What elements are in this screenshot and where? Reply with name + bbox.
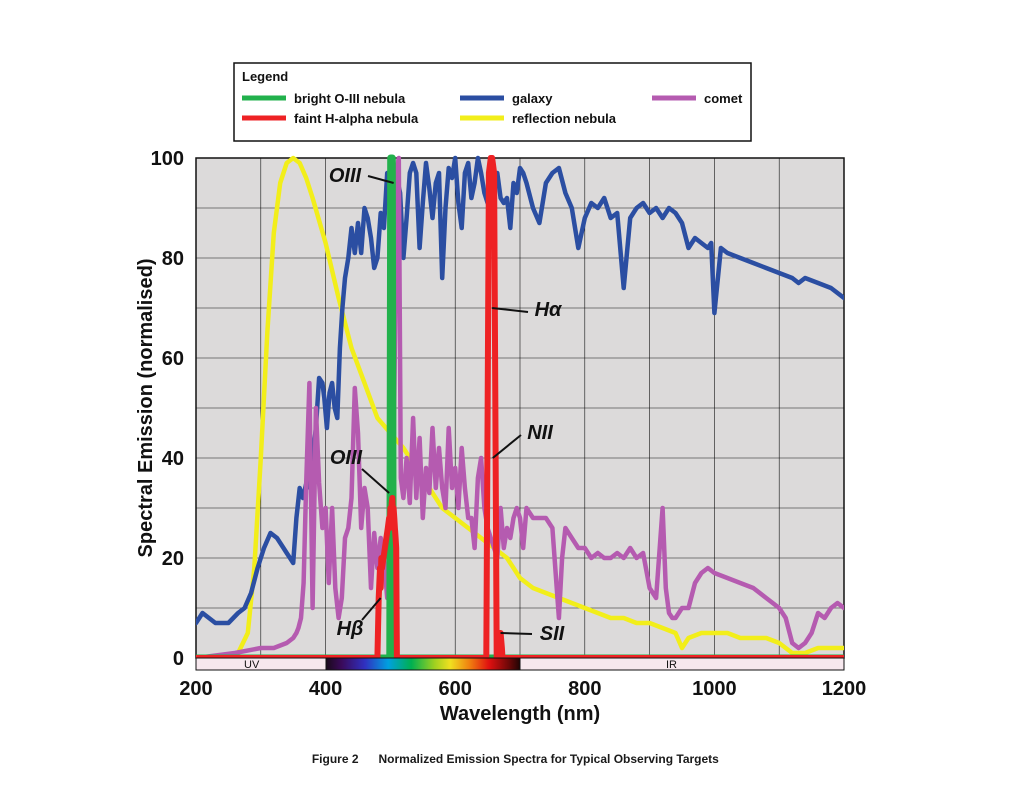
wavelength-band-strip: UV IR xyxy=(195,657,845,671)
annotation-leader xyxy=(361,468,390,494)
legend-entry-label: bright O-III nebula xyxy=(294,91,406,106)
series-line-galaxy xyxy=(196,155,844,626)
ir-band xyxy=(519,657,845,671)
x-tick-label: 600 xyxy=(439,678,472,700)
x-axis-label: Wavelength (nm) xyxy=(440,703,600,725)
emission-spectra-chart: Legend bright O-III nebula galaxy comet fai… xyxy=(135,62,867,725)
annotation-leader xyxy=(367,175,394,184)
y-tick-label: 0 xyxy=(173,648,184,670)
annotation-leader xyxy=(492,434,522,459)
series-line-comet xyxy=(196,155,844,661)
legend-entry-label: galaxy xyxy=(512,91,553,106)
axis-ticks: 200 400 600 800 1000 1200 0 20 40 60 80 100 xyxy=(151,148,867,700)
visible-spectrum-band xyxy=(325,657,521,671)
legend-entry-label: reflection nebula xyxy=(512,111,617,126)
figure-caption-text: Normalized Emission Spectra for Typical … xyxy=(378,752,719,766)
y-axis-label: Spectral Emission (normalised) xyxy=(135,259,157,558)
uv-band-label: UV xyxy=(244,659,260,671)
legend-entry-label: faint H-alpha nebula xyxy=(294,111,419,126)
annotation-label: OIII xyxy=(330,447,363,469)
x-tick-label: 400 xyxy=(309,678,342,700)
legend-entry-label: comet xyxy=(704,91,743,106)
figure-number: Figure 2 xyxy=(311,752,359,766)
annotation-label: Hβ xyxy=(337,618,364,640)
y-tick-label: 100 xyxy=(151,148,184,170)
annotation-leader xyxy=(500,632,533,635)
y-tick-label: 80 xyxy=(162,248,184,270)
series-line-faint-h-alpha-nebula xyxy=(196,155,844,661)
annotations: OIII Hα NII OIII Hβ SII xyxy=(329,165,565,645)
annotation-label: NII xyxy=(527,422,553,444)
y-tick-label: 20 xyxy=(162,548,184,570)
annotation-label: OIII xyxy=(329,165,362,187)
annotation-label: SII xyxy=(540,623,565,645)
y-tick-label: 60 xyxy=(162,348,184,370)
legend: Legend bright O-III nebula galaxy comet fai… xyxy=(233,62,752,142)
x-tick-label: 200 xyxy=(179,678,212,700)
x-tick-label: 1000 xyxy=(692,678,737,700)
x-tick-label: 1200 xyxy=(822,678,867,700)
annotation-label: Hα xyxy=(535,299,563,321)
figure-caption: Figure 2 Normalized Emission Spectra for … xyxy=(0,738,1024,766)
annotation-leader xyxy=(492,307,529,313)
legend-frame xyxy=(233,62,752,142)
legend-title: Legend xyxy=(242,69,288,84)
uv-band xyxy=(195,657,327,671)
series-line-reflection-nebula xyxy=(196,155,844,661)
y-tick-label: 40 xyxy=(162,448,184,470)
ir-band-label: IR xyxy=(666,659,677,671)
x-tick-label: 800 xyxy=(568,678,601,700)
annotation-leader xyxy=(361,597,382,621)
